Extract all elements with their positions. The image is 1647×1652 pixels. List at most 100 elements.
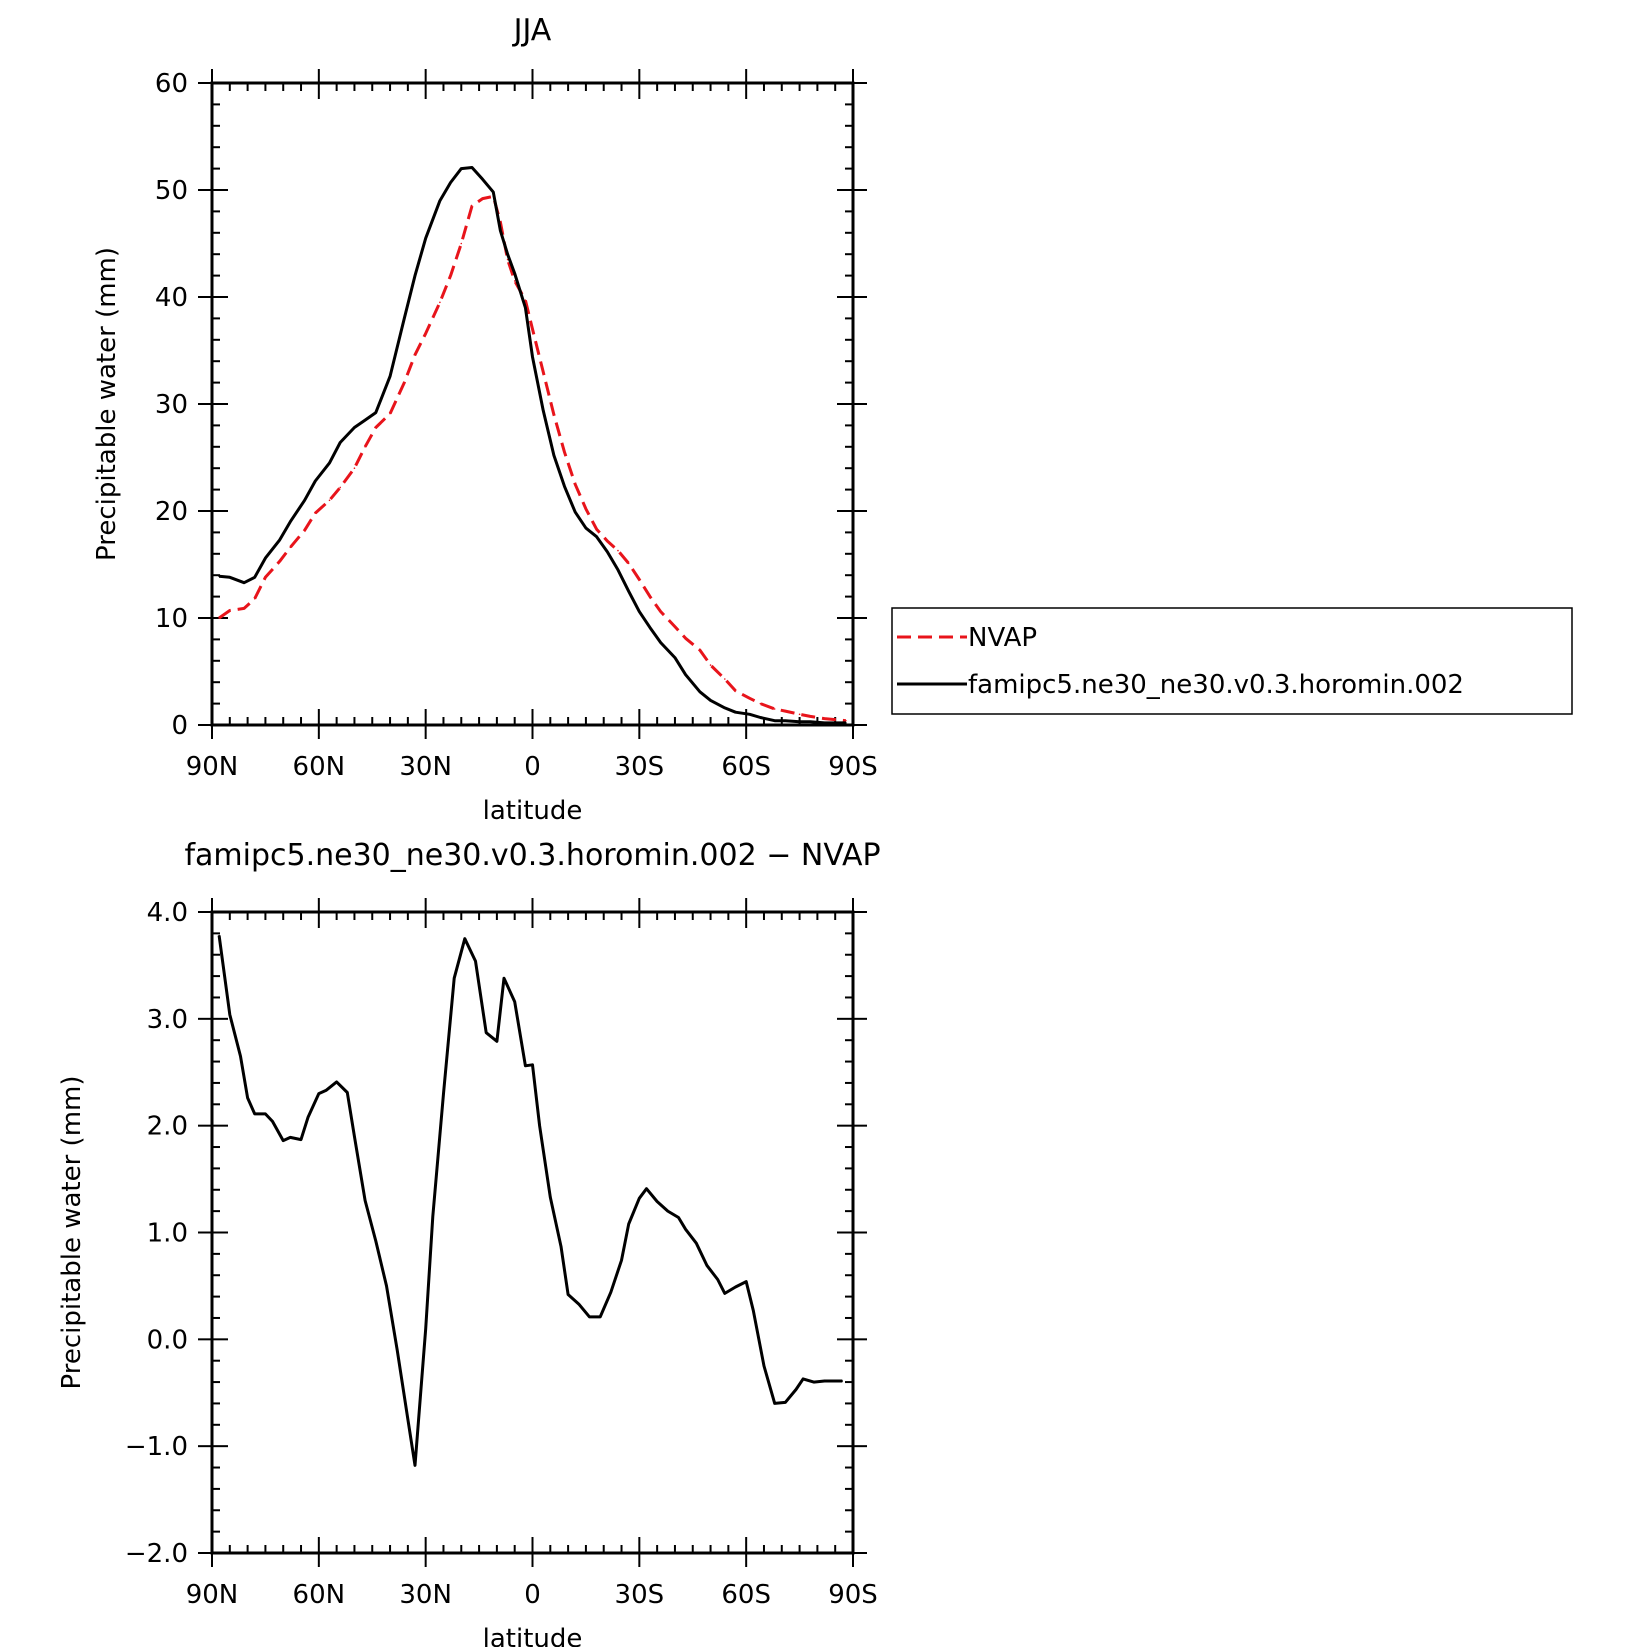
data-point <box>667 1210 669 1212</box>
data-point <box>798 713 801 716</box>
data-point <box>574 511 577 513</box>
data-point <box>531 1063 534 1066</box>
data-point <box>834 718 836 721</box>
data-point <box>375 411 377 414</box>
chart-title: JJA <box>512 13 552 48</box>
data-point <box>560 1245 562 1248</box>
data-point <box>442 1092 445 1095</box>
data-point <box>424 237 427 239</box>
data-point <box>659 610 662 613</box>
y-tick-label: 30 <box>155 390 188 420</box>
data-point <box>278 560 281 563</box>
data-point <box>617 569 619 571</box>
x-tick-label: 30N <box>399 752 452 782</box>
series-line-nvap <box>218 194 847 723</box>
data-point <box>656 1200 658 1203</box>
data-point <box>773 708 776 710</box>
data-point <box>674 625 676 628</box>
data-point <box>542 371 544 373</box>
data-point <box>649 626 651 629</box>
data-point <box>328 499 331 502</box>
data-point <box>620 1259 623 1262</box>
legend-box <box>891 607 1573 715</box>
data-point <box>364 446 366 448</box>
chart-title: famipc5.ne30_ne30.v0.3.horomin.002 − NVA… <box>184 838 880 873</box>
data-point <box>595 535 598 538</box>
data-point <box>300 1138 302 1141</box>
data-point <box>471 166 473 169</box>
data-point <box>574 483 577 486</box>
legend-label: famipc5.ne30_ne30.v0.3.horomin.002 <box>968 670 1464 700</box>
y-tick-label: −2.0 <box>125 1539 188 1569</box>
data-point <box>403 317 406 320</box>
data-point <box>606 540 609 542</box>
data-point <box>513 1000 516 1003</box>
data-point <box>503 977 505 980</box>
y-tick-label: 0.0 <box>147 1325 188 1355</box>
data-point <box>724 678 726 680</box>
data-point <box>588 1316 591 1318</box>
data-point <box>845 722 847 724</box>
data-point <box>563 451 566 453</box>
data-point <box>674 656 676 659</box>
data-point <box>264 576 267 579</box>
data-point <box>364 1199 366 1202</box>
x-axis-label: latitude <box>483 1624 583 1647</box>
data-point <box>563 485 566 488</box>
data-point <box>734 711 737 713</box>
data-point <box>264 1113 267 1115</box>
data-point <box>538 1124 541 1127</box>
data-point <box>229 576 231 579</box>
data-point <box>453 977 455 980</box>
data-point <box>513 280 516 282</box>
data-point <box>460 167 463 170</box>
y-tick-label: 3.0 <box>147 1005 188 1035</box>
x-tick-label: 30S <box>615 752 665 782</box>
legend-label: NVAP <box>968 623 1037 653</box>
x-tick-label: 30S <box>615 1580 665 1610</box>
y-tick-label: 40 <box>155 283 188 313</box>
data-point <box>314 480 317 482</box>
data-point <box>845 719 847 722</box>
data-point <box>414 1464 416 1467</box>
data-point <box>389 412 391 415</box>
plot-frame <box>210 81 855 727</box>
data-point <box>339 486 342 489</box>
data-point <box>464 937 466 940</box>
y-tick-label: 50 <box>155 176 188 206</box>
data-point <box>638 1197 641 1200</box>
x-tick-label: 90N <box>186 1580 239 1610</box>
data-point <box>734 1286 737 1288</box>
data-point <box>553 454 555 457</box>
data-point <box>439 199 441 202</box>
data-point <box>724 1292 726 1295</box>
data-point <box>229 1013 231 1016</box>
data-point <box>439 301 441 304</box>
data-point <box>752 1309 755 1312</box>
x-axis-label: latitude <box>483 796 583 826</box>
data-point <box>513 272 516 275</box>
data-point <box>506 253 509 255</box>
data-point <box>773 1402 776 1405</box>
data-point <box>577 1303 580 1305</box>
data-point <box>407 1418 409 1421</box>
data-point <box>531 356 534 358</box>
data-point <box>809 715 812 718</box>
data-point <box>289 1136 292 1139</box>
data-point <box>403 381 406 384</box>
data-point <box>684 1228 687 1231</box>
data-point <box>524 299 527 302</box>
y-tick-label: 0 <box>171 711 188 741</box>
data-point <box>414 274 416 277</box>
data-point <box>375 1240 377 1242</box>
data-point <box>809 720 812 723</box>
data-point <box>289 520 292 523</box>
data-point <box>802 1378 804 1380</box>
data-point <box>389 375 391 377</box>
data-point <box>289 546 292 549</box>
data-point <box>798 720 801 723</box>
data-point <box>813 1381 815 1383</box>
data-point <box>627 1223 630 1225</box>
data-point <box>567 1293 569 1296</box>
